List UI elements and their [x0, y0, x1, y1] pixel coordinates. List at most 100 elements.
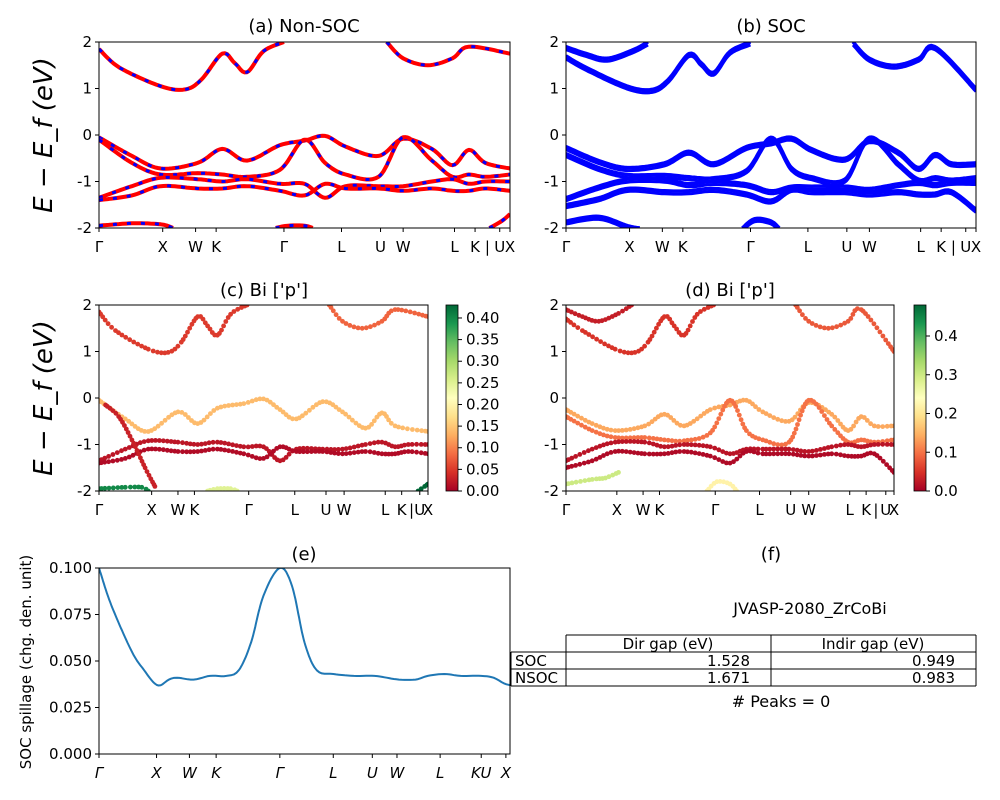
- band-point: [165, 350, 171, 355]
- band-point: [875, 424, 881, 429]
- band-point: [767, 451, 773, 457]
- band-point: [810, 448, 815, 454]
- band-point: [351, 444, 357, 450]
- band-point: [601, 453, 606, 458]
- band-point: [297, 449, 303, 455]
- band-point: [818, 447, 823, 452]
- x-tick-label: X: [612, 501, 622, 519]
- band-point: [222, 447, 228, 453]
- band-point: [573, 463, 578, 468]
- band-point: [642, 343, 647, 349]
- band-point: [119, 485, 125, 490]
- band-point: [696, 451, 702, 456]
- band-point: [687, 421, 693, 426]
- band-point: [230, 442, 236, 448]
- band-point: [186, 415, 191, 420]
- band-point: [654, 436, 660, 442]
- band-point: [300, 413, 305, 419]
- band-point: [122, 456, 128, 461]
- band-point: [343, 321, 349, 326]
- x-tick-label: K: [211, 238, 222, 256]
- band-point: [704, 433, 710, 438]
- x-tick-label: L: [329, 764, 337, 782]
- panel-e-title: (e): [291, 544, 316, 565]
- band-point: [619, 428, 625, 433]
- band-point: [875, 442, 881, 447]
- band-2: [99, 133, 510, 171]
- band-point: [102, 317, 108, 323]
- band-point: [871, 423, 877, 429]
- band-point: [414, 449, 419, 455]
- band-point: [790, 434, 796, 440]
- x-tick-label: X: [624, 238, 634, 256]
- band-point: [569, 309, 574, 315]
- band-point: [822, 446, 827, 451]
- y-tick-label: 0: [82, 126, 92, 144]
- panelA-series: [99, 42, 510, 228]
- band-point: [593, 429, 599, 435]
- band-1: [566, 42, 649, 61]
- band-point: [616, 435, 621, 441]
- band-point: [775, 416, 781, 422]
- band-point: [884, 462, 889, 467]
- band-point: [589, 458, 595, 464]
- band-point: [368, 324, 373, 330]
- band-point: [100, 314, 106, 320]
- band-point: [623, 427, 629, 433]
- band-point: [842, 453, 847, 458]
- band-point: [884, 423, 890, 429]
- band-point: [589, 477, 595, 482]
- band-point: [602, 341, 607, 347]
- band-point: [654, 325, 659, 331]
- band-point: [110, 408, 116, 413]
- y-tick-label: 0.000: [49, 745, 92, 763]
- band-point: [763, 438, 769, 444]
- band-point: [343, 411, 348, 417]
- band-point: [351, 450, 357, 455]
- x-tick-label: L: [381, 501, 390, 519]
- band-point: [363, 442, 368, 447]
- band-point: [581, 460, 587, 466]
- band-point: [180, 449, 185, 455]
- band-point: [119, 457, 124, 462]
- panel-d-colorbar: [913, 304, 927, 492]
- band-point: [136, 451, 142, 457]
- band-point: [234, 449, 239, 455]
- band-point: [829, 411, 835, 417]
- x-tick-label: K: [397, 501, 408, 519]
- band-point: [825, 451, 831, 457]
- panel-f-title: (f): [761, 544, 781, 565]
- band-point: [579, 422, 584, 428]
- band-point: [347, 445, 353, 451]
- colorbar-tick-label: 0.40: [466, 309, 499, 327]
- y-tick-label: 2: [549, 296, 559, 314]
- band-point: [627, 449, 633, 455]
- band-point: [629, 305, 634, 308]
- band-point: [320, 449, 326, 454]
- band-point: [161, 438, 166, 444]
- x-tick-label: Γ: [280, 238, 289, 256]
- band-point: [425, 314, 428, 319]
- band-point: [578, 479, 583, 484]
- band-point: [733, 404, 739, 409]
- band-point: [814, 401, 819, 407]
- band-point: [134, 448, 140, 453]
- band-point: [271, 402, 276, 408]
- band-point: [619, 435, 625, 441]
- y-tick-label: -2: [544, 219, 559, 237]
- band-point: [409, 449, 415, 455]
- band-point: [662, 444, 667, 450]
- band-point: [800, 312, 805, 318]
- table-row-label-soc: SOC: [515, 652, 547, 670]
- band-point: [102, 485, 108, 491]
- panel-c-colorbar: [445, 304, 459, 492]
- band-point: [753, 404, 758, 410]
- band-point: [586, 459, 591, 465]
- band-5-points: [99, 484, 151, 491]
- table-cell-soc-indir: 0.949: [912, 652, 955, 670]
- band-point: [790, 447, 796, 452]
- band-point: [832, 414, 838, 420]
- band-point: [226, 441, 232, 447]
